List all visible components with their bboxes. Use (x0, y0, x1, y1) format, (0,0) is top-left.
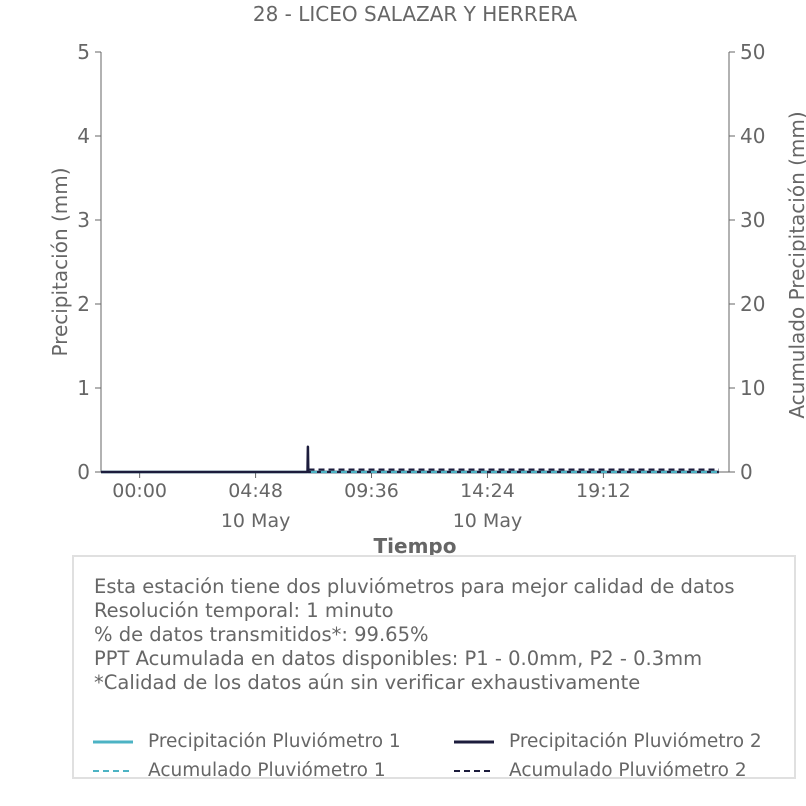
x-axis-label: Tiempo (374, 534, 457, 558)
x-tick-label: 19:12 (576, 480, 631, 502)
x-tick-label: 00:00 (112, 480, 167, 502)
y-tick-label: 3 (77, 208, 90, 232)
legend-item: Precipitación Pluviómetro 2 (453, 731, 762, 752)
info-line: % de datos transmitidos*: 99.65% (94, 623, 429, 646)
info-line: Resolución temporal: 1 minuto (94, 599, 394, 622)
y2-tick-label: 40 (740, 124, 765, 148)
series-line (101, 468, 719, 473)
legend-label: Acumulado Pluviómetro 1 (148, 760, 386, 781)
y2-tick-label: 50 (740, 40, 765, 64)
y2-axis-label: Acumulado Precipitación (mm) (785, 111, 806, 418)
x-tick-label: 04:48 (228, 480, 283, 502)
legend-swatch-dashed (93, 769, 133, 772)
legend-item: Precipitación Pluviómetro 1 (92, 731, 401, 752)
info-text: Esta estación tiene dos pluviómetros par… (94, 575, 735, 695)
series-line (101, 445, 719, 474)
legend-label: Precipitación Pluviómetro 1 (148, 731, 401, 752)
info-line: Esta estación tiene dos pluviómetros par… (94, 575, 735, 598)
y-tick-label: 5 (77, 40, 90, 64)
y-axis-label: Precipitación (mm) (48, 167, 72, 356)
y-tick-label: 4 (77, 124, 90, 148)
precipitation-chart: 28 - LICEO SALAZAR Y HERRERA 01234501020… (48, 2, 806, 558)
info-box: Esta estación tiene dos pluviómetros par… (72, 555, 796, 781)
legend-item: Acumulado Pluviómetro 2 (453, 760, 747, 781)
info-line: *Calidad de los datos aún sin verificar … (94, 671, 641, 694)
legend-swatch-dashed (454, 769, 494, 772)
chart-title: 28 - LICEO SALAZAR Y HERRERA (253, 2, 578, 26)
y2-tick-label: 30 (740, 208, 765, 232)
x-tick-sublabel: 10 May (453, 510, 523, 532)
legend-swatch-solid (93, 740, 133, 743)
y2-tick-label: 20 (740, 292, 765, 316)
y2-tick-label: 0 (740, 460, 753, 484)
legend-swatch-solid (454, 740, 494, 743)
y-tick-label: 0 (77, 460, 90, 484)
y-tick-label: 2 (77, 292, 90, 316)
legend-label: Precipitación Pluviómetro 2 (509, 731, 762, 752)
x-tick-sublabel: 10 May (221, 510, 291, 532)
x-tick-label: 09:36 (344, 480, 399, 502)
y2-tick-label: 10 (740, 376, 765, 400)
x-tick-label: 14:24 (460, 480, 515, 502)
y-tick-label: 1 (77, 376, 90, 400)
info-line: PPT Acumulada en datos disponibles: P1 -… (94, 647, 703, 670)
legend-item: Acumulado Pluviómetro 1 (92, 760, 386, 781)
legend-label: Acumulado Pluviómetro 2 (509, 760, 747, 781)
